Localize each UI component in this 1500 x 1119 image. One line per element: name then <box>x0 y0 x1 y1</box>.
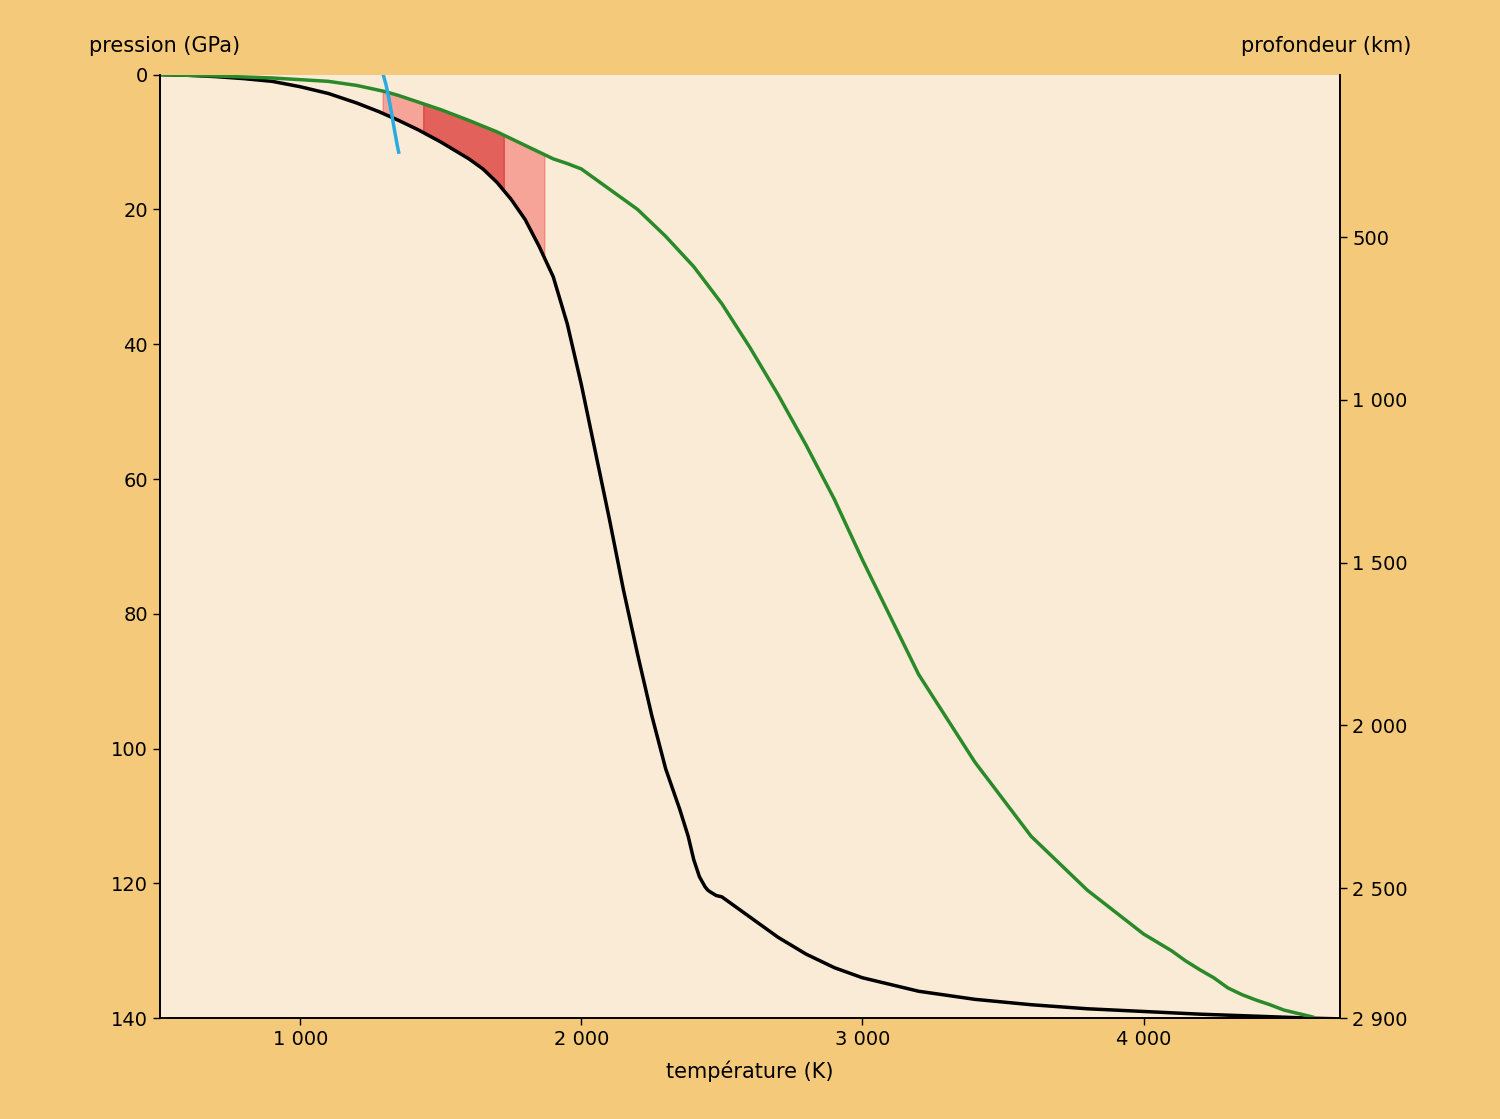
Polygon shape <box>423 104 504 191</box>
X-axis label: température (K): température (K) <box>666 1060 834 1082</box>
Text: pression (GPa): pression (GPa) <box>88 36 240 56</box>
Polygon shape <box>382 91 544 258</box>
Text: profondeur (km): profondeur (km) <box>1240 36 1412 56</box>
